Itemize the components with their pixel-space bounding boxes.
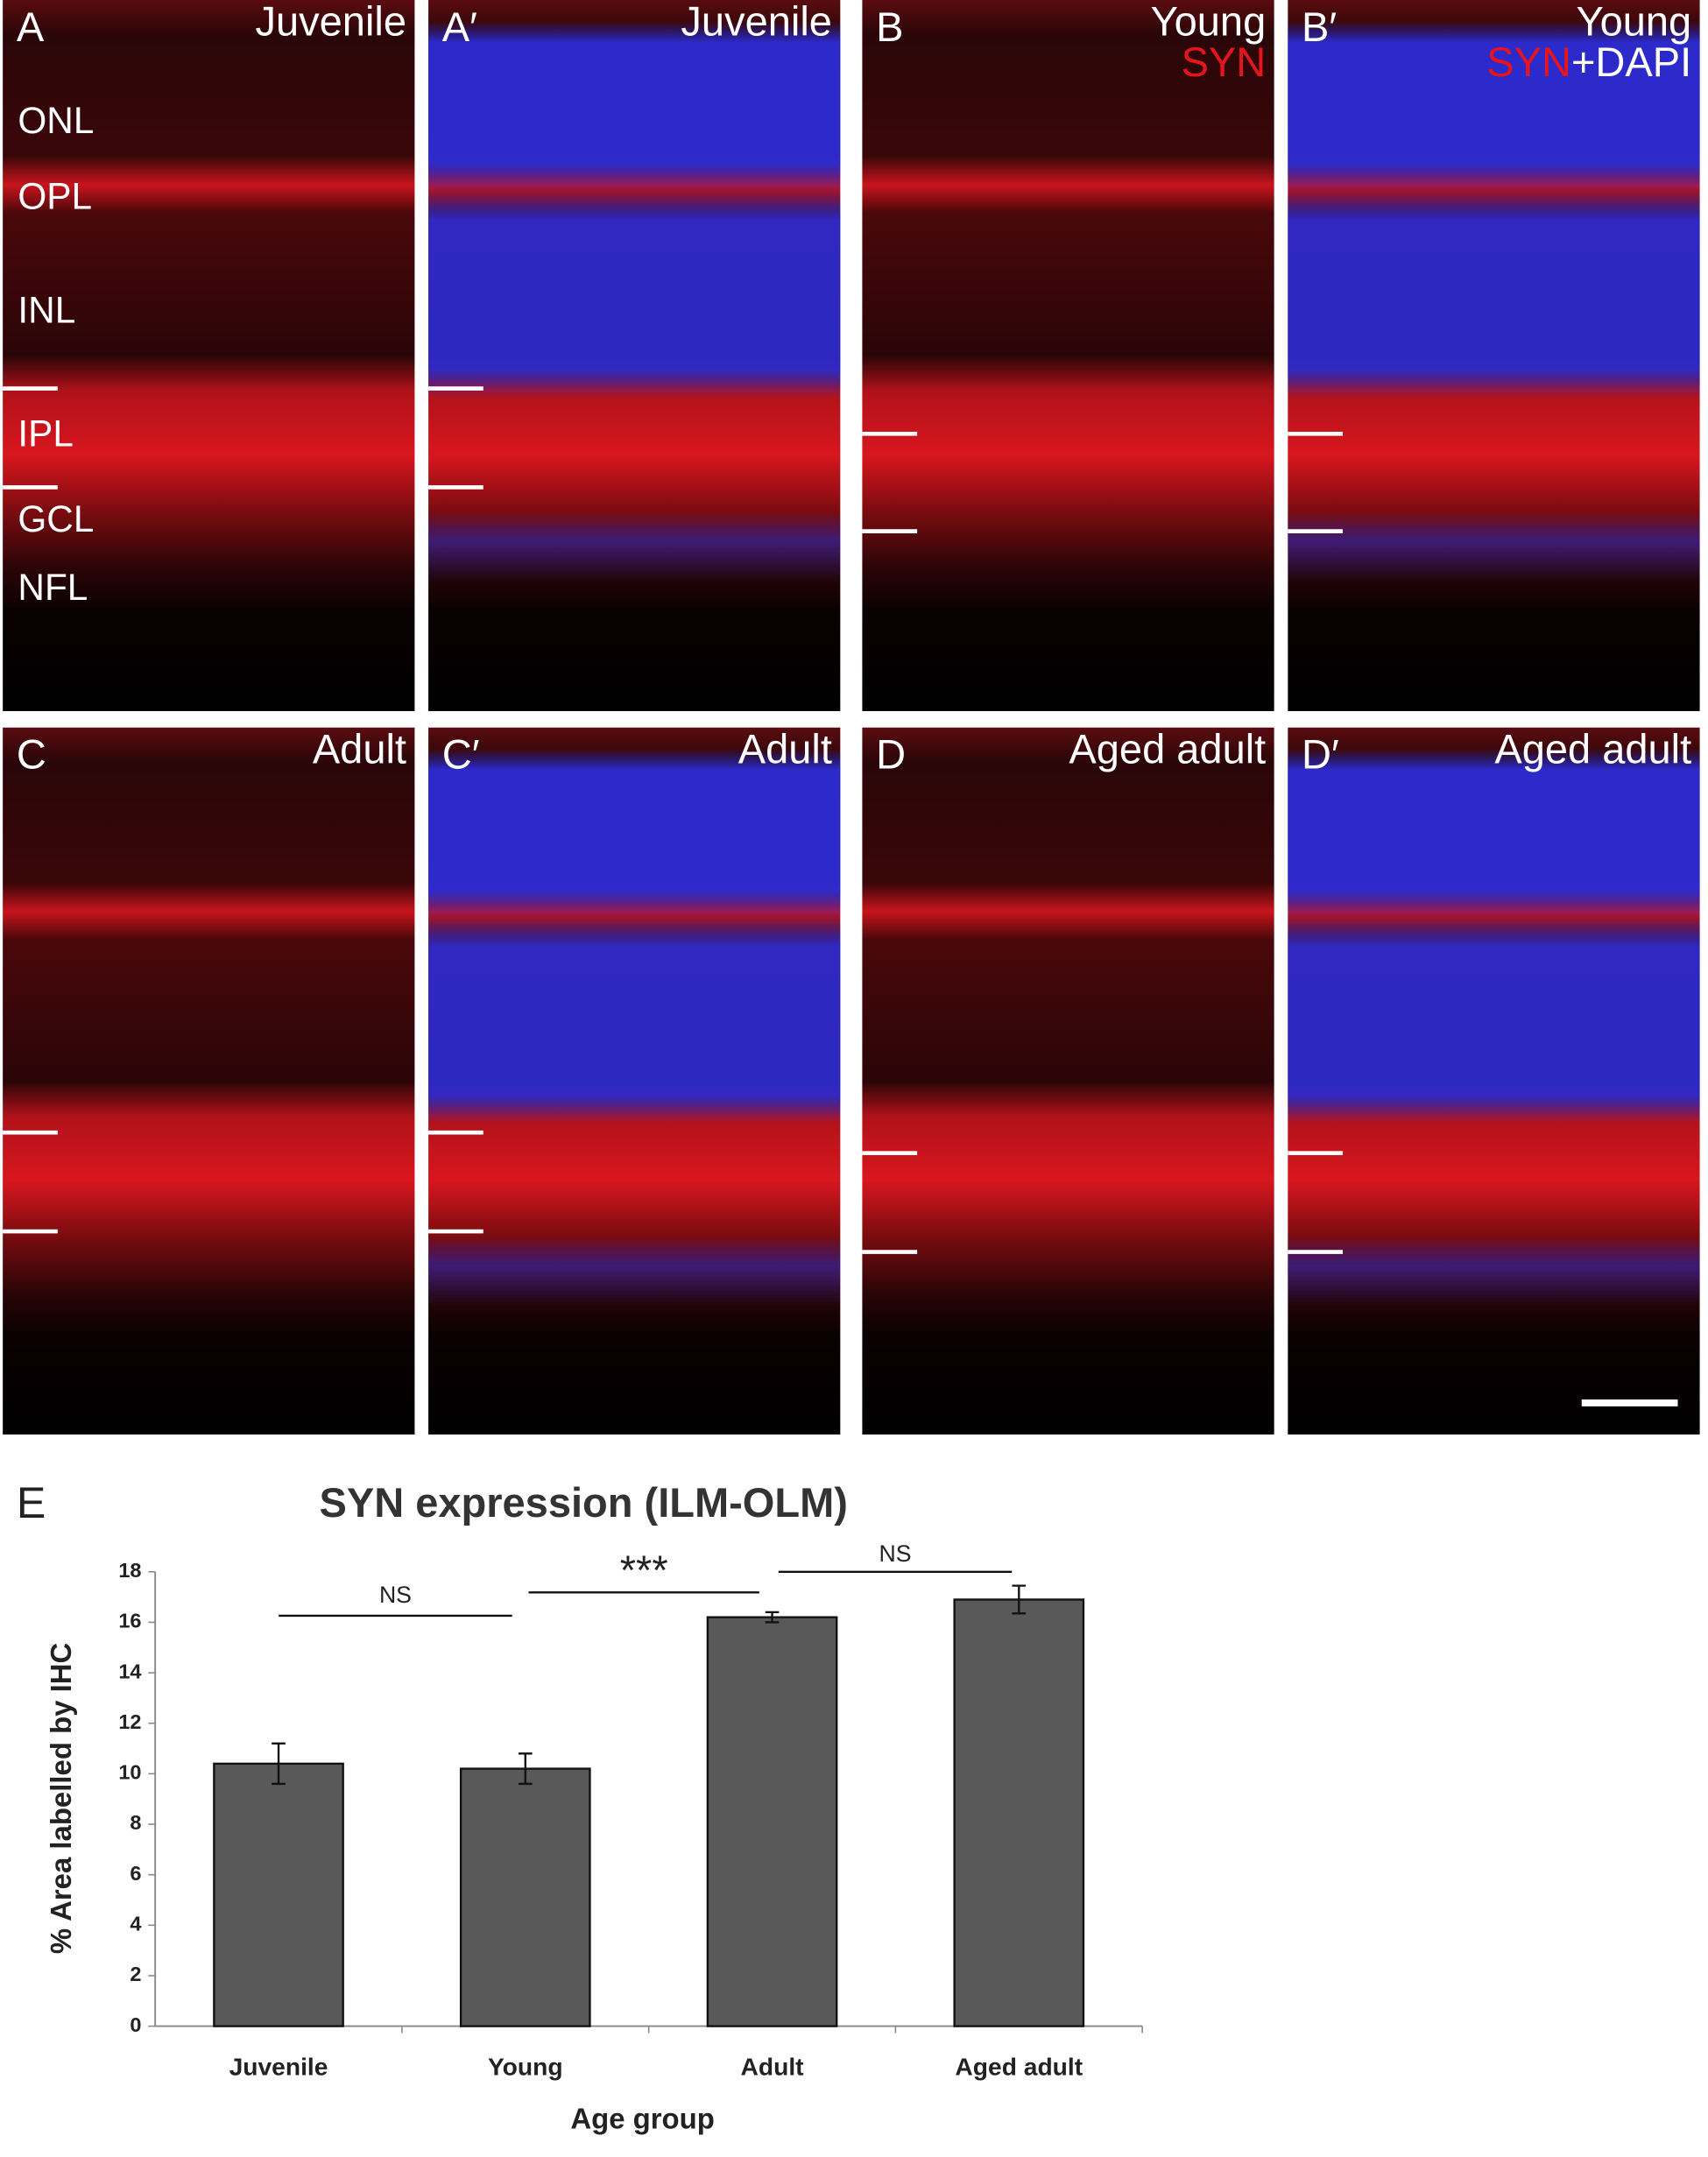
panel: A Juvenile bbox=[3, 0, 415, 711]
y-tick-label: 6 bbox=[130, 1862, 141, 1885]
stain-name: SYN bbox=[1182, 39, 1267, 86]
y-tick-label: 16 bbox=[118, 1610, 141, 1632]
significance-label: NS bbox=[379, 1582, 412, 1608]
error-bar bbox=[765, 1611, 780, 1624]
stain-name: SYN bbox=[1486, 39, 1571, 86]
panel-letter: A′ bbox=[442, 4, 477, 50]
y-tick-label: 10 bbox=[118, 1761, 141, 1784]
error-bar bbox=[272, 1742, 286, 1786]
panel-letter: D bbox=[876, 731, 906, 778]
counterstain-name: +DAPI bbox=[1571, 39, 1691, 86]
stain-label: SYN+DAPI bbox=[1486, 39, 1691, 86]
panel-label: Aged adult bbox=[1494, 725, 1691, 772]
panel: D′ Aged adult bbox=[1288, 725, 1700, 1435]
panel: A′ Juvenile bbox=[428, 0, 841, 711]
bar-chart: E SYN expression (ILM-OLM) % Area labelled… bbox=[17, 1478, 1143, 2134]
x-tick-label: Juvenile bbox=[229, 2053, 328, 2081]
layer-label: GCL bbox=[18, 498, 94, 539]
panel-letter: C′ bbox=[442, 731, 480, 778]
panel-letter: B bbox=[876, 4, 903, 50]
bar bbox=[706, 1616, 838, 2027]
panel-letter: A bbox=[17, 4, 45, 50]
error-bar bbox=[518, 1752, 533, 1786]
panel-label: Adult bbox=[738, 725, 832, 772]
panel: D Aged adult bbox=[862, 725, 1274, 1435]
panel-label: Adult bbox=[313, 725, 406, 772]
dapi-overlay bbox=[428, 727, 841, 1435]
stain-label: SYN bbox=[1182, 39, 1267, 86]
y-tick-label: 12 bbox=[118, 1710, 141, 1733]
chart-title: SYN expression (ILM-OLM) bbox=[319, 1479, 847, 1526]
layer-label: IPL bbox=[18, 413, 74, 455]
y-tick-label: 4 bbox=[130, 1913, 141, 1935]
x-tick-label: Adult bbox=[741, 2053, 805, 2081]
y-tick-label: 2 bbox=[130, 1963, 141, 1985]
layer-label: NFL bbox=[18, 567, 88, 608]
y-axis-label: % Area labelled by IHC bbox=[45, 1643, 77, 1954]
layer-label: INL bbox=[18, 290, 75, 331]
error-bar bbox=[1012, 1584, 1027, 1615]
dapi-overlay bbox=[428, 0, 841, 711]
x-tick-label: Aged adult bbox=[955, 2053, 1083, 2081]
panel-image bbox=[3, 727, 415, 1435]
layer-label: ONL bbox=[18, 100, 94, 141]
panel: C Adult bbox=[3, 725, 415, 1435]
panel-label: Young bbox=[1577, 0, 1692, 45]
panel-image bbox=[862, 727, 1274, 1435]
panel: C′ Adult bbox=[428, 725, 841, 1435]
panel-label: Aged adult bbox=[1069, 725, 1266, 772]
bar bbox=[953, 1598, 1085, 2027]
y-tick-label: 14 bbox=[118, 1660, 141, 1682]
panel-letter: D′ bbox=[1302, 731, 1339, 778]
dapi-overlay bbox=[1288, 0, 1700, 711]
panel-letter: E bbox=[17, 1478, 46, 1527]
panel-label: Juvenile bbox=[255, 0, 406, 45]
layer-label: OPL bbox=[18, 175, 92, 216]
bar bbox=[213, 1762, 344, 2027]
y-tick-label: 0 bbox=[130, 2013, 141, 2036]
significance-label: NS bbox=[879, 1540, 912, 1567]
panel-letter: C bbox=[17, 731, 46, 778]
panel-image bbox=[862, 0, 1274, 711]
bar bbox=[459, 1767, 591, 2027]
panel-label: Young bbox=[1151, 0, 1267, 45]
panel-letter: B′ bbox=[1302, 4, 1337, 50]
y-tick-label: 8 bbox=[130, 1811, 141, 1834]
panel-image bbox=[3, 0, 415, 711]
dapi-overlay bbox=[1288, 727, 1700, 1435]
panel-label: Juvenile bbox=[681, 0, 832, 45]
x-axis-label: Age group bbox=[570, 2102, 715, 2134]
x-tick-label: Young bbox=[488, 2053, 563, 2081]
significance-label: *** bbox=[620, 1547, 668, 1593]
y-tick-label: 18 bbox=[118, 1559, 141, 1582]
